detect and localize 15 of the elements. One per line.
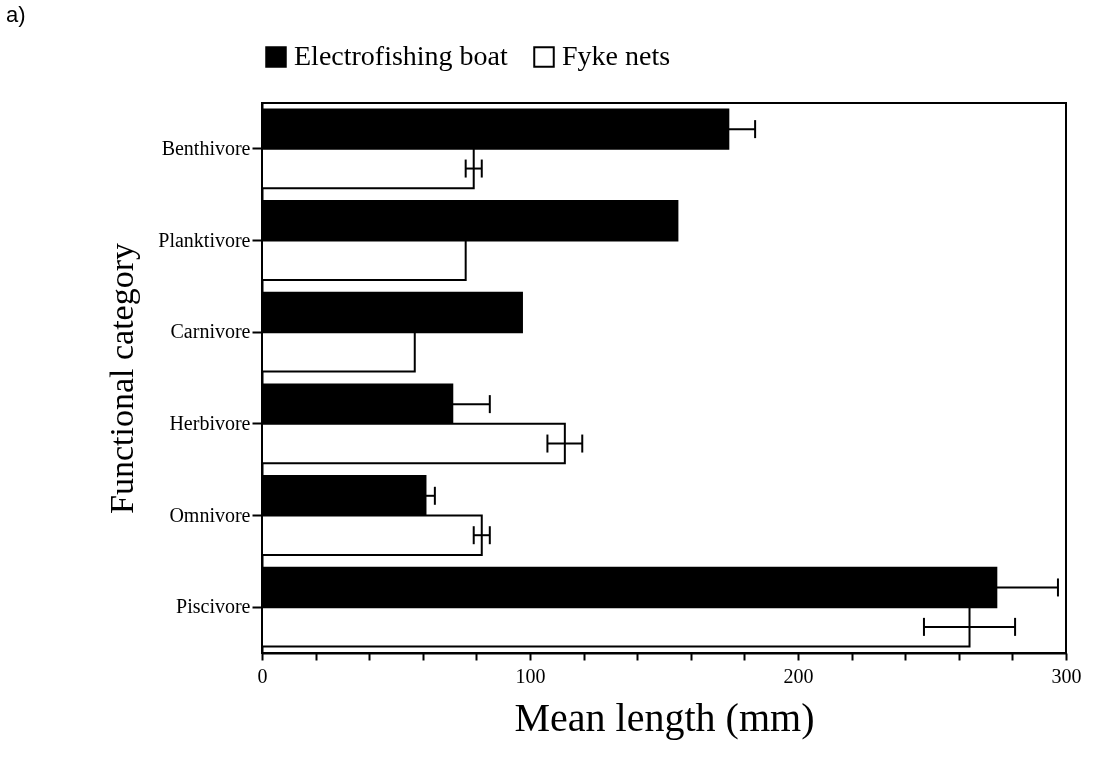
x-axis-title: Mean length (mm) bbox=[514, 694, 815, 740]
y-tick-label: Herbivore bbox=[169, 411, 251, 434]
text: a) bbox=[6, 2, 26, 28]
y-axis-title: Functional category bbox=[103, 243, 141, 514]
y-tick-label: Omnivore bbox=[169, 503, 251, 526]
x-tick-label: 0 bbox=[257, 664, 268, 687]
y-tick-label: Benthivore bbox=[161, 136, 251, 159]
legend-label: Fyke nets bbox=[562, 40, 671, 71]
y-tick-label: Piscivore bbox=[176, 595, 251, 618]
y-tick-label: Planktivore bbox=[158, 228, 251, 251]
x-tick-label: 300 bbox=[1051, 664, 1082, 687]
x-tick-label: 200 bbox=[783, 664, 814, 687]
x-tick-label: 100 bbox=[515, 664, 546, 687]
legend-label: Electrofishing boat bbox=[294, 40, 509, 71]
y-tick-label: Carnivore bbox=[170, 320, 251, 343]
